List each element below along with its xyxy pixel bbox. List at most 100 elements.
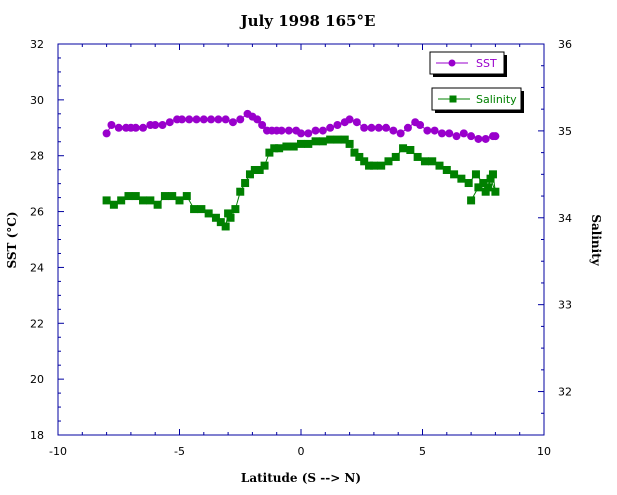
legend-sst: SST — [429, 51, 507, 77]
y-left-tick-label: 28 — [30, 150, 44, 163]
salinity-point — [365, 161, 374, 170]
salinity-point — [131, 192, 140, 201]
salinity-point — [450, 170, 459, 179]
salinity-point — [479, 179, 488, 188]
salinity-point — [399, 144, 408, 153]
salinity-point — [457, 174, 466, 183]
y-axis-right-title: Salinity — [589, 214, 603, 266]
salinity-point — [488, 170, 497, 179]
sst-point — [297, 129, 305, 138]
sst-point — [165, 118, 174, 127]
sst-point — [214, 115, 223, 124]
salinity-point — [391, 152, 400, 161]
y-left-tick-label: 24 — [30, 261, 44, 274]
salinity-point — [345, 139, 354, 148]
salinity-point — [464, 179, 473, 188]
x-tick-label: -5 — [174, 445, 185, 458]
salinity-point — [435, 161, 444, 170]
salinity-point — [190, 205, 199, 214]
y-right-tick-label: 32 — [558, 386, 572, 399]
sst-point — [374, 123, 383, 132]
sst-point — [311, 126, 320, 135]
salinity-point — [355, 152, 364, 161]
chart-title: July 1998 165°E — [239, 12, 376, 30]
sst-point — [318, 126, 327, 135]
sst-point — [345, 115, 354, 124]
salinity-point — [428, 157, 437, 166]
sst-point — [467, 132, 476, 141]
sst-point — [284, 126, 293, 135]
y-right-tick-label: 35 — [558, 125, 572, 138]
sst-point — [107, 120, 116, 129]
salinity-point — [224, 209, 233, 218]
salinity-point — [326, 135, 335, 144]
sst-point — [228, 118, 237, 127]
y-left-tick-label: 18 — [30, 429, 44, 442]
sst-point — [158, 120, 167, 129]
salinity-point — [245, 170, 254, 179]
salinity-point — [153, 200, 162, 209]
y-left-tick-label: 20 — [30, 373, 44, 386]
sst-point — [360, 123, 369, 132]
salinity-point — [109, 200, 118, 209]
sst-point — [277, 126, 286, 135]
sst-point — [192, 115, 201, 124]
salinity-point — [270, 144, 279, 153]
salinity-point — [289, 142, 298, 151]
salinity-point — [265, 148, 274, 157]
sst-point — [491, 132, 500, 141]
x-tick-label: 10 — [537, 445, 551, 458]
salinity-series — [102, 135, 500, 231]
x-axis-title: Latitude (S --> N) — [241, 471, 361, 485]
salinity-point — [413, 152, 422, 161]
salinity-point — [182, 192, 191, 201]
salinity-point — [318, 137, 327, 146]
salinity-point — [442, 165, 451, 174]
salinity-point — [275, 144, 284, 153]
salinity-point — [102, 196, 111, 205]
salinity-point — [197, 205, 206, 214]
salinity-point — [168, 192, 177, 201]
y-right-tick-label: 34 — [558, 212, 572, 225]
sst-point — [459, 129, 468, 138]
salinity-point — [175, 196, 184, 205]
salinity-point — [204, 209, 213, 218]
sst-point — [114, 123, 123, 132]
salinity-point — [250, 165, 259, 174]
legend-salinity: Salinity — [431, 87, 524, 113]
salinity-point — [146, 196, 155, 205]
salinity-point — [160, 192, 169, 201]
sst-point — [352, 118, 361, 127]
salinity-point — [117, 196, 126, 205]
x-tick-label: 0 — [298, 445, 305, 458]
salinity-point — [467, 196, 476, 205]
sst-point — [481, 134, 490, 143]
salinity-point — [260, 161, 269, 170]
salinity-point — [340, 135, 349, 144]
sst-point — [253, 115, 262, 124]
sst-point — [221, 115, 230, 124]
y-right-tick-label: 36 — [558, 38, 572, 51]
salinity-point — [384, 157, 393, 166]
salinity-point — [484, 183, 493, 192]
salinity-point — [350, 148, 359, 157]
sst-series — [102, 109, 500, 143]
salinity-point — [216, 218, 225, 227]
salinity-point — [255, 165, 264, 174]
legend-sst-marker — [448, 59, 456, 67]
sst-point — [151, 120, 160, 129]
y-axis-left-title: SST (°C) — [5, 211, 19, 268]
x-tick-label: -10 — [49, 445, 67, 458]
sst-point — [304, 129, 313, 138]
sst-point — [177, 115, 186, 124]
sst-point — [207, 115, 216, 124]
sst-point — [367, 123, 376, 132]
legend-sst-label: SST — [476, 57, 497, 70]
salinity-point — [333, 135, 342, 144]
sst-point — [437, 129, 446, 138]
salinity-point — [486, 174, 495, 183]
legend-salinity-box — [431, 87, 522, 111]
y-left-tick-label: 26 — [30, 206, 44, 219]
salinity-point — [360, 157, 369, 166]
salinity-point — [491, 187, 500, 196]
